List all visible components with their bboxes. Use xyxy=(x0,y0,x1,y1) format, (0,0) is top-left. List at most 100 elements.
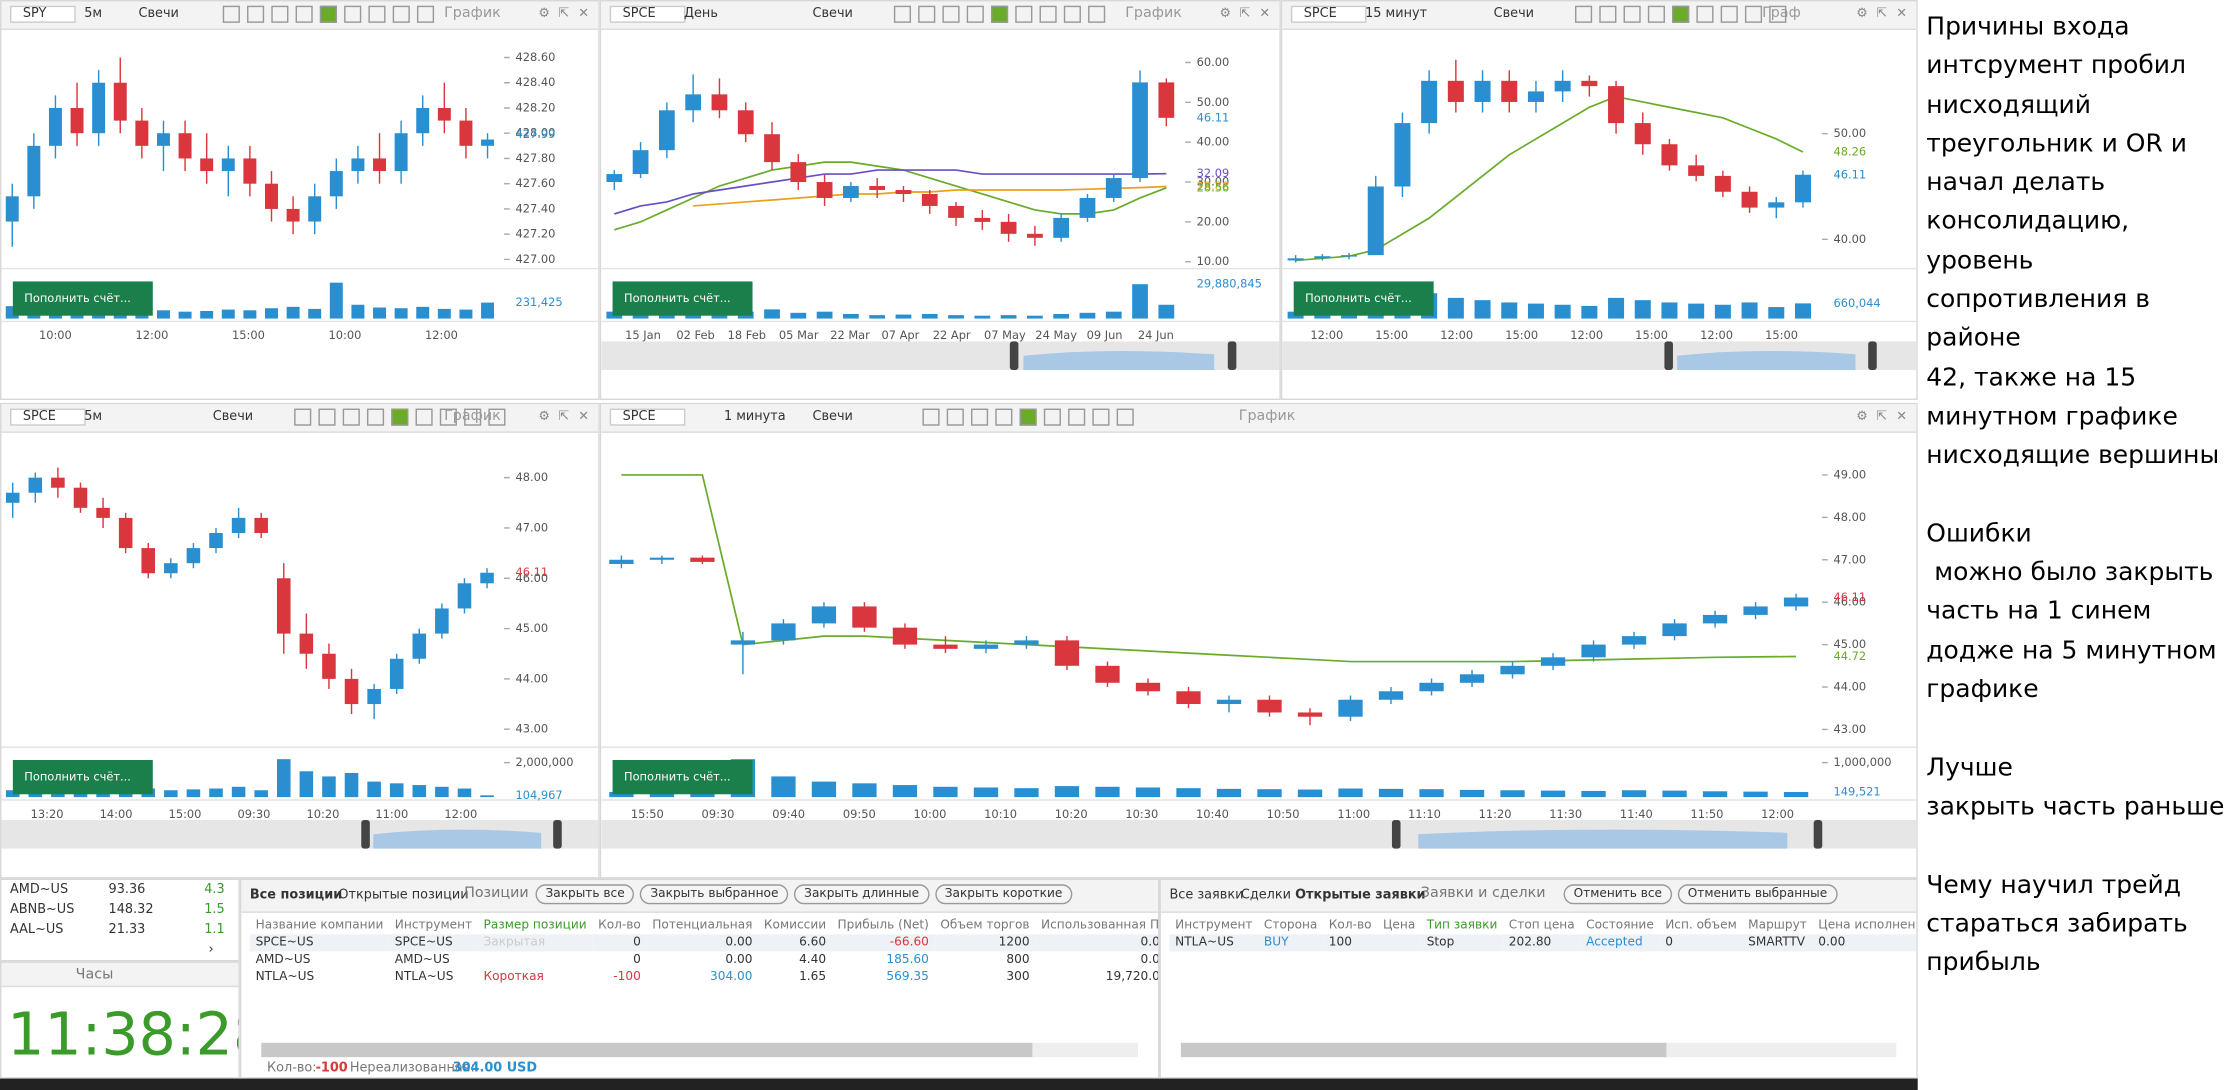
table-row[interactable]: NTLA~US BUY 100 Stop 202.80 Accepted 0 SMARTTV 0… xyxy=(1169,934,1917,952)
window-icon[interactable]: ✕ xyxy=(1259,7,1271,22)
tab[interactable]: Открытые заявки xyxy=(1295,888,1426,903)
symbol[interactable]: SPCE xyxy=(609,408,686,426)
tool-icon[interactable] xyxy=(1088,5,1106,23)
window-icon[interactable]: ⇱ xyxy=(558,7,570,22)
tool-icon[interactable] xyxy=(439,408,457,426)
column-header[interactable]: Комиссии xyxy=(763,918,827,933)
column-header[interactable]: Стоп цена xyxy=(1508,918,1575,933)
interval[interactable]: 15 минут xyxy=(1365,7,1428,22)
tool-icon[interactable] xyxy=(966,5,984,23)
navigator-handle[interactable] xyxy=(1664,341,1673,370)
symbol[interactable]: SPCE xyxy=(1290,5,1367,23)
column-header[interactable]: Кол-во xyxy=(598,918,641,933)
table-row[interactable]: SPCE~US SPCE~US Закрытая 0 0.00 6.60 -66.60 120… xyxy=(249,934,1159,952)
window-icon[interactable]: ⇱ xyxy=(558,409,570,425)
column-header[interactable]: Прибыль (Net) xyxy=(837,918,929,933)
tool-icon[interactable] xyxy=(970,408,989,426)
window-icon[interactable]: ✕ xyxy=(578,409,590,425)
tab[interactable]: Открытые позиции xyxy=(338,888,469,903)
tool-icon[interactable] xyxy=(416,5,435,23)
tool-icon[interactable] xyxy=(271,5,289,23)
tool-icon[interactable] xyxy=(391,408,409,426)
table-row[interactable]: AMD~US AMD~US 0 0.00 4.40 185.60 800 0.00 xyxy=(250,951,1158,968)
tool-icon[interactable] xyxy=(1063,5,1081,23)
column-header[interactable]: Инструмент xyxy=(1175,918,1253,933)
tool-icon[interactable] xyxy=(942,5,960,23)
tool-icon[interactable] xyxy=(1672,5,1690,23)
tool-icon[interactable] xyxy=(1019,408,1037,426)
tool-icon[interactable] xyxy=(1039,5,1057,23)
tool-icon[interactable] xyxy=(222,5,240,23)
tab[interactable]: Все позиции xyxy=(249,888,343,903)
navigator-handle[interactable] xyxy=(1868,341,1877,370)
tool-icon[interactable] xyxy=(918,5,936,23)
column-header[interactable]: Потенциальная xyxy=(652,918,753,933)
symbol[interactable]: SPCE xyxy=(9,408,86,426)
window-icon[interactable]: ⚙ xyxy=(1856,409,1868,425)
button[interactable]: Закрыть длинные xyxy=(794,884,930,905)
navigator-handle[interactable] xyxy=(1227,341,1237,370)
interval[interactable]: 5м xyxy=(84,7,103,22)
column-header[interactable]: Кол-во xyxy=(1328,918,1372,933)
tool-icon[interactable] xyxy=(318,408,336,426)
column-header[interactable]: Состояние xyxy=(1586,918,1654,933)
navigator-handle[interactable] xyxy=(1009,341,1019,370)
window-icon[interactable]: ⇱ xyxy=(1876,7,1888,22)
tool-icon[interactable] xyxy=(366,408,385,426)
window-icon[interactable]: ✕ xyxy=(578,7,590,22)
tab[interactable]: Сделки xyxy=(1240,888,1291,903)
tool-icon[interactable] xyxy=(1043,408,1061,426)
column-header[interactable]: Название компании xyxy=(255,918,384,933)
column-header[interactable]: Цена исполнения xyxy=(1818,918,1916,933)
column-header[interactable]: Сторона xyxy=(1263,918,1318,933)
window-icon[interactable]: ⇱ xyxy=(1239,7,1251,22)
navigator-handle[interactable] xyxy=(361,819,370,849)
tool-icon[interactable] xyxy=(344,5,362,23)
tool-icon[interactable] xyxy=(990,5,1009,23)
tool-icon[interactable] xyxy=(946,408,964,426)
tool-icon[interactable] xyxy=(1092,408,1110,426)
navigator-handle[interactable] xyxy=(553,819,562,849)
button[interactable]: Закрыть все xyxy=(535,884,635,905)
interval[interactable]: День xyxy=(683,7,718,22)
column-header[interactable]: Маршрут xyxy=(1748,918,1807,933)
tool-icon[interactable] xyxy=(1599,5,1617,23)
chart-style[interactable]: Свечи xyxy=(812,7,853,22)
symbol[interactable]: SPY xyxy=(9,5,77,23)
tool-icon[interactable] xyxy=(1720,5,1738,23)
chart-style[interactable]: Свечи xyxy=(138,7,179,22)
tool-icon[interactable] xyxy=(295,5,313,23)
tool-icon[interactable] xyxy=(488,408,506,426)
tool-icon[interactable] xyxy=(922,408,940,426)
column-header[interactable]: Тип заявки xyxy=(1426,918,1498,933)
tool-icon[interactable] xyxy=(1744,5,1763,23)
scrollbar-thumb[interactable] xyxy=(1180,1042,1667,1058)
tool-icon[interactable] xyxy=(464,408,482,426)
tool-icon[interactable] xyxy=(392,5,410,23)
column-header[interactable]: Цена xyxy=(1382,918,1416,933)
tab[interactable]: Все заявки xyxy=(1169,888,1244,903)
column-header[interactable]: Использованная ПС xyxy=(1041,918,1160,933)
tool-icon[interactable] xyxy=(319,5,337,23)
chart-style[interactable]: Свечи xyxy=(212,409,254,425)
window-icon[interactable]: ⚙ xyxy=(1856,7,1868,22)
column-header[interactable]: Размер позиции xyxy=(483,918,587,933)
tool-icon[interactable] xyxy=(415,408,433,426)
window-icon[interactable]: ✕ xyxy=(1896,409,1908,425)
chart-style[interactable]: Свечи xyxy=(1493,7,1535,22)
button[interactable]: Закрыть короткие xyxy=(934,884,1073,905)
tool-icon[interactable] xyxy=(1015,5,1033,23)
symbol[interactable]: SPCE xyxy=(609,5,686,23)
scroll-arrow[interactable]: › xyxy=(208,942,214,958)
tool-icon[interactable] xyxy=(1647,5,1665,23)
interval[interactable]: 1 минута xyxy=(723,409,786,425)
tool-icon[interactable] xyxy=(1769,5,1787,23)
tool-icon[interactable] xyxy=(368,5,386,23)
tool-icon[interactable] xyxy=(1696,5,1714,23)
tool-icon[interactable] xyxy=(294,408,312,426)
tool-icon[interactable] xyxy=(995,408,1013,426)
window-icon[interactable]: ⇱ xyxy=(1876,409,1888,425)
column-header[interactable]: Исп. объем xyxy=(1665,918,1737,933)
column-header[interactable]: Инструмент xyxy=(394,918,473,933)
tool-icon[interactable] xyxy=(1068,408,1086,426)
